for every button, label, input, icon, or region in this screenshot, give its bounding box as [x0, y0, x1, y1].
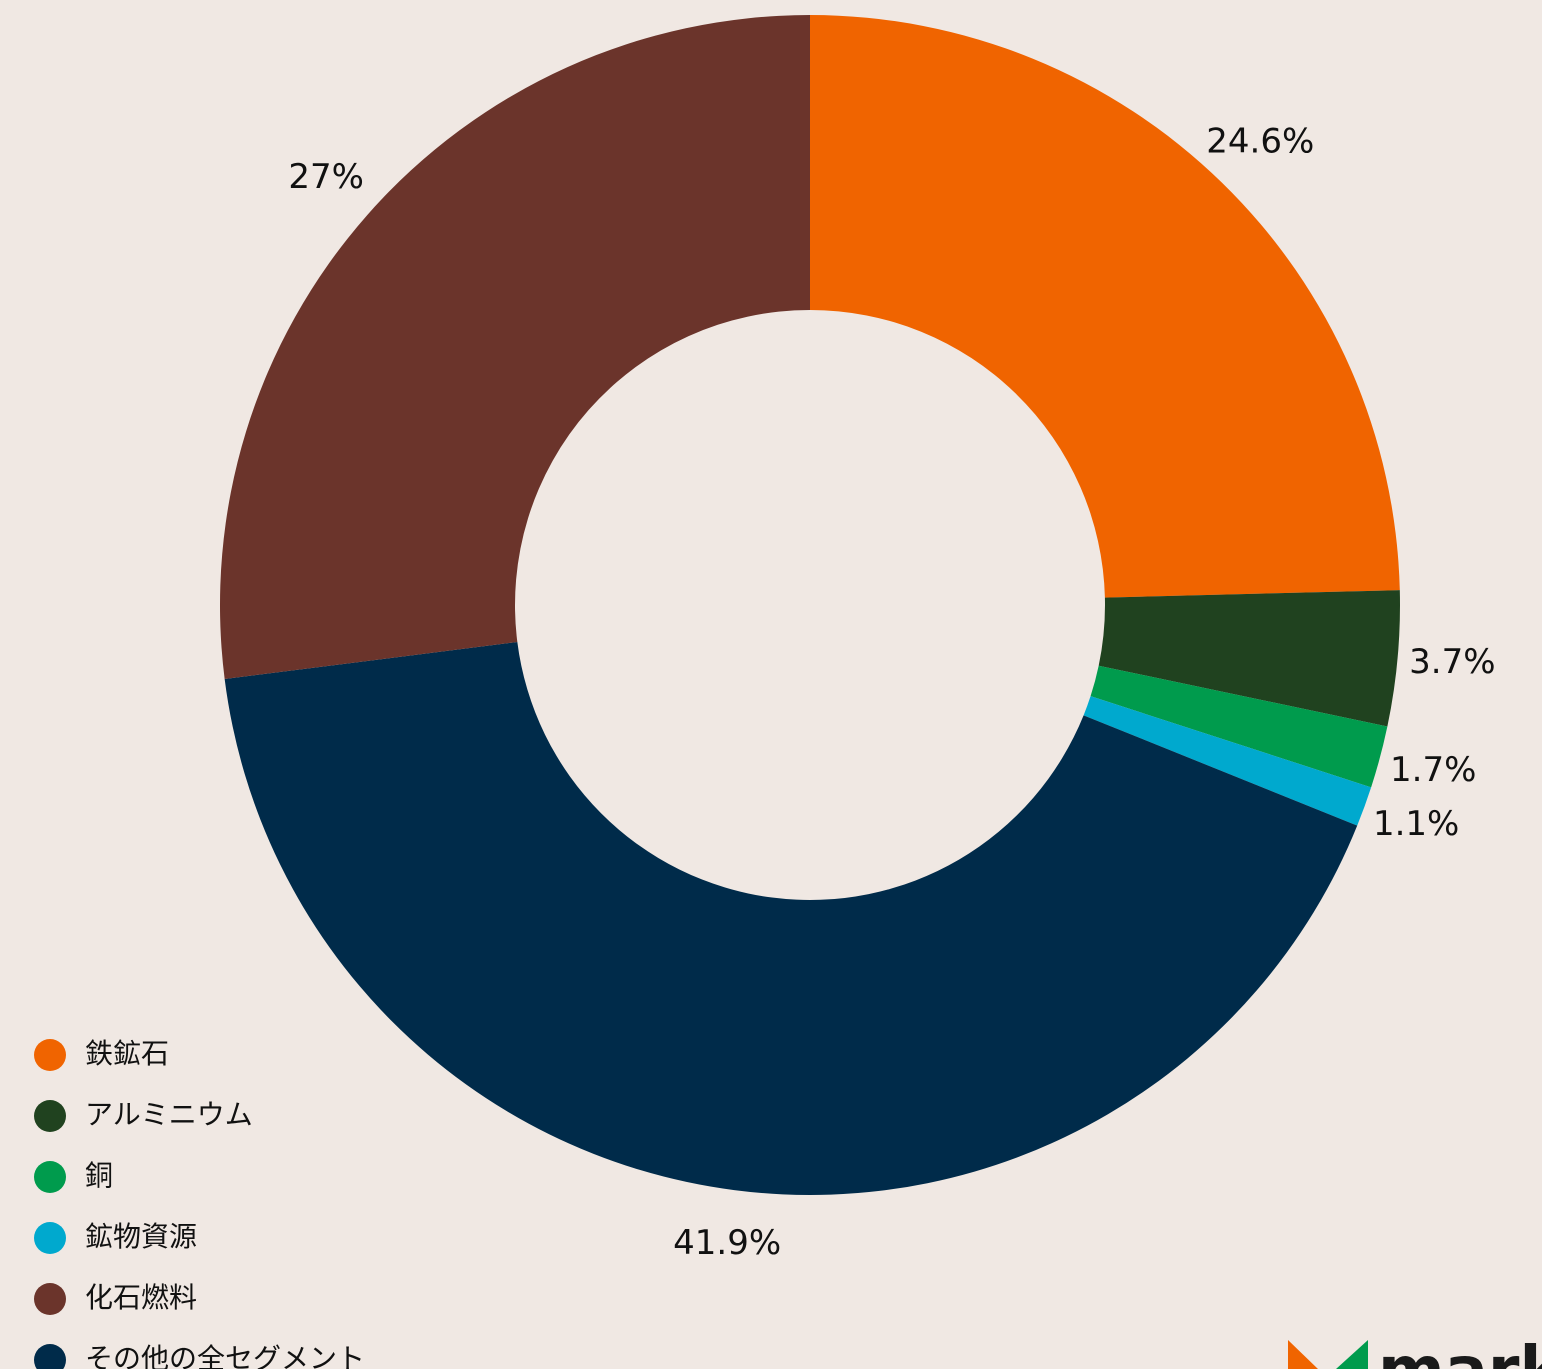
legend-swatch — [34, 1039, 66, 1071]
legend-label: 鉄鉱石 — [85, 1037, 169, 1070]
slice — [224, 641, 1358, 1195]
legend-label: その他の全セグメント — [85, 1342, 365, 1369]
legend-swatch — [34, 1161, 66, 1193]
legend-label: 化石燃料 — [85, 1281, 197, 1314]
legend-swatch — [34, 1222, 66, 1254]
logo-mark — [1288, 1340, 1318, 1369]
slice — [810, 15, 1400, 598]
slice — [1098, 590, 1400, 727]
logo: mark — [1288, 1334, 1542, 1369]
slice — [219, 15, 810, 679]
value-label: 1.7% — [1390, 750, 1476, 790]
slice — [1090, 665, 1388, 788]
value-label: 41.9% — [673, 1223, 781, 1263]
logo-mark — [1336, 1340, 1368, 1369]
slice — [1083, 696, 1372, 826]
legend-swatch — [34, 1283, 66, 1315]
legend-label: 鉱物資源 — [85, 1220, 197, 1253]
value-label: 3.7% — [1409, 642, 1495, 682]
legend-label: アルミニウム — [85, 1098, 253, 1131]
value-label: 27% — [288, 157, 364, 197]
logo-text: mark — [1378, 1334, 1542, 1369]
value-label: 1.1% — [1373, 804, 1459, 844]
value-label: 24.6% — [1206, 122, 1314, 162]
legend-swatch — [34, 1100, 66, 1132]
legend-swatch — [34, 1344, 66, 1369]
legend-label: 銅 — [85, 1159, 113, 1192]
